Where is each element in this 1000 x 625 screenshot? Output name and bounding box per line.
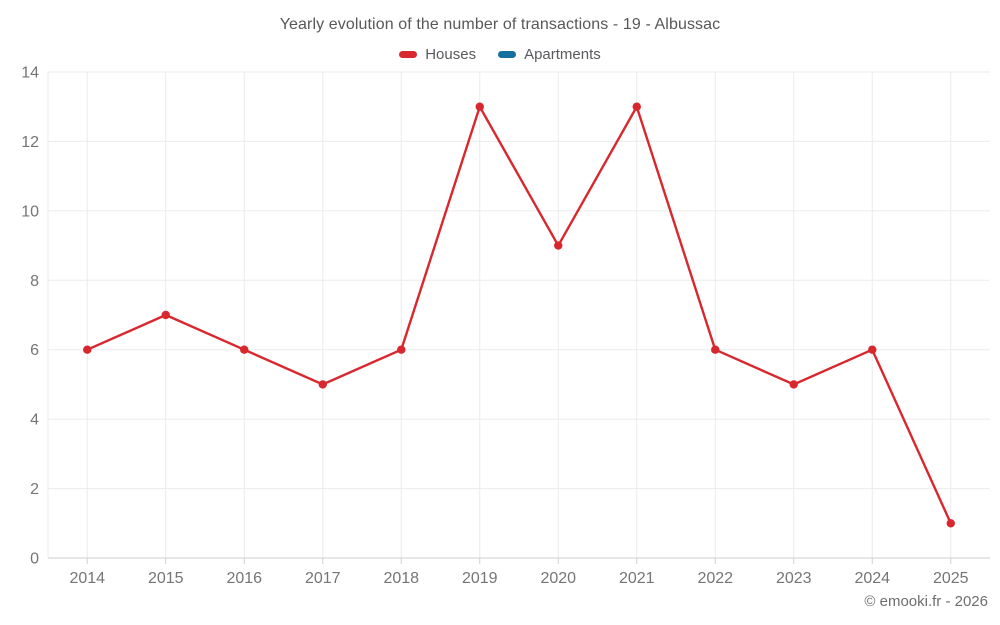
y-tick-label: 2 <box>30 481 39 498</box>
houses-data-point[interactable] <box>161 310 170 320</box>
houses-line-series <box>86 105 952 525</box>
legend-item-houses[interactable]: Houses <box>399 46 476 63</box>
houses-data-point[interactable] <box>711 345 720 354</box>
x-tick-label: 2019 <box>462 570 498 587</box>
houses-data-point[interactable] <box>946 519 955 528</box>
chart-legend: Houses Apartments <box>0 46 1000 63</box>
legend-item-apartments[interactable]: Apartments <box>498 46 601 63</box>
houses-data-point[interactable] <box>789 380 798 389</box>
x-tick-label: 2021 <box>619 570 655 587</box>
y-tick-label: 14 <box>21 65 39 82</box>
houses-data-point[interactable] <box>554 241 563 250</box>
x-tick-label: 2025 <box>933 570 969 587</box>
houses-data-point[interactable] <box>83 345 92 354</box>
y-tick-label: 6 <box>30 342 39 359</box>
legend-label-apartments: Apartments <box>524 46 601 63</box>
houses-data-point[interactable] <box>475 102 484 111</box>
x-tick-label: 2023 <box>776 570 812 587</box>
chart-title: Yearly evolution of the number of transa… <box>279 16 721 33</box>
y-tick-label: 4 <box>30 412 39 429</box>
houses-series-swatch-icon <box>399 51 418 58</box>
x-tick-label: 2015 <box>148 570 184 587</box>
x-tick-label: 2024 <box>854 570 890 587</box>
x-tick-label: 2017 <box>305 570 341 587</box>
x-tick-label: 2018 <box>383 570 419 587</box>
x-tick-label: 2014 <box>69 570 105 587</box>
houses-data-point[interactable] <box>240 345 249 354</box>
houses-data-point[interactable] <box>318 380 327 389</box>
apartments-series-swatch-icon <box>498 51 517 58</box>
y-tick-label: 10 <box>21 203 39 220</box>
houses-data-point[interactable] <box>397 345 406 354</box>
y-tick-label: 12 <box>21 134 39 151</box>
x-tick-label: 2020 <box>540 570 576 587</box>
x-tick-label: 2016 <box>226 570 262 587</box>
watermark-credit: © emooki.fr - 2026 <box>864 593 988 610</box>
y-tick-label: 0 <box>30 551 39 568</box>
houses-data-point[interactable] <box>868 345 877 354</box>
y-tick-label: 8 <box>30 273 39 290</box>
houses-data-point[interactable] <box>632 102 641 111</box>
x-tick-label: 2022 <box>697 570 733 587</box>
legend-label-houses: Houses <box>425 46 477 63</box>
